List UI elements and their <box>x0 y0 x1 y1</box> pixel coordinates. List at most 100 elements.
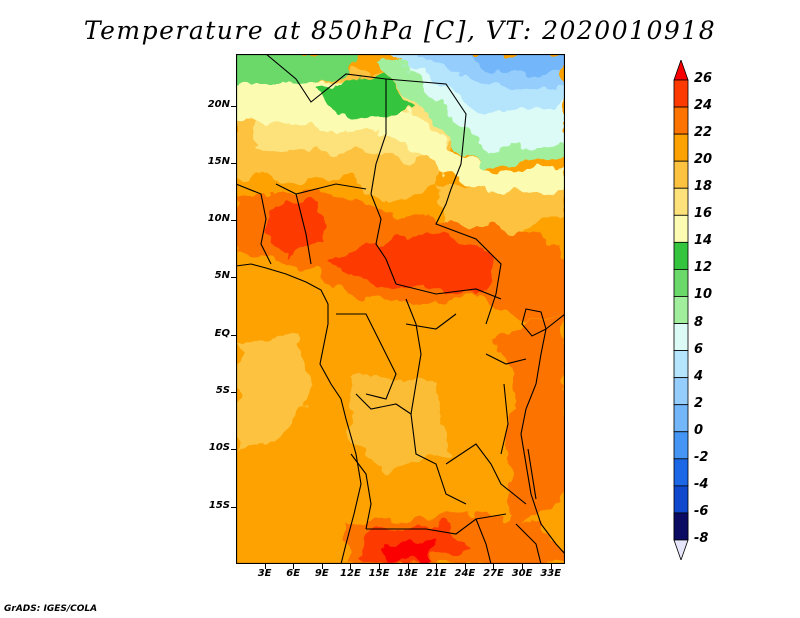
border-10 <box>355 393 412 415</box>
field-10-12 <box>236 54 356 84</box>
lon-tick-label: 3E <box>257 568 272 579</box>
lat-tick-label: EQ <box>214 327 230 339</box>
border-7 <box>336 313 397 400</box>
colorbar-swatch <box>673 404 689 433</box>
colorbar-level-label: 20 <box>694 152 713 168</box>
border-2 <box>435 163 502 325</box>
lat-tick-mark <box>231 105 236 107</box>
border-16 <box>485 353 527 365</box>
lon-tick-label: 12E <box>340 568 361 579</box>
colorbar-level-label: 6 <box>694 341 704 357</box>
colorbar-swatch <box>673 458 689 487</box>
colorbar-level-label: 0 <box>694 422 704 438</box>
lat-tick-mark <box>231 334 236 336</box>
field-26-plus <box>386 540 436 561</box>
border-5 <box>236 183 272 265</box>
lon-tick-mark <box>379 564 381 569</box>
border-4 <box>275 183 367 195</box>
field-14-16 <box>236 79 565 194</box>
lat-tick-label: 10N <box>207 213 230 225</box>
colorbar-level-label: 12 <box>694 260 713 276</box>
colorbar-swatch <box>673 79 689 108</box>
colorbar-swatch <box>673 160 689 189</box>
colorbar-level-label: 14 <box>694 233 713 249</box>
lat-tick-label: 5S <box>215 385 230 397</box>
colorbar-bottom-arrow <box>673 539 689 560</box>
lat-tick-mark <box>231 506 236 508</box>
colorbar-swatch <box>673 323 689 351</box>
colorbar-level-label: 10 <box>694 287 713 303</box>
colorbar-swatch <box>673 106 689 135</box>
lon-tick-label: 33E <box>540 568 562 579</box>
field-24-26-west <box>266 204 326 254</box>
lon-tick-mark <box>321 564 323 569</box>
colorbar-level-label: -4 <box>694 476 709 492</box>
border-14 <box>475 518 492 564</box>
border-11 <box>350 453 372 530</box>
field-24-26-central <box>326 234 496 294</box>
map-title: Temperature at 850hPa [C], VT: 202001091… <box>83 16 717 45</box>
grads-credit: GrADS: IGES/COLA <box>4 604 98 614</box>
colorbar-top-arrow <box>673 60 689 81</box>
border-17 <box>405 313 457 330</box>
lon-tick-mark <box>522 564 524 569</box>
colorbar-level-label: 16 <box>694 206 713 222</box>
lon-tick-label: 18E <box>397 568 419 579</box>
lon-tick-label: 9E <box>314 568 329 579</box>
map-frame <box>236 54 565 564</box>
lat-tick-label: 15S <box>208 499 230 511</box>
border-1 <box>265 54 467 165</box>
lat-tick-label: 5N <box>214 270 230 282</box>
lake-victoria <box>521 308 547 337</box>
lon-tick-label: 24E <box>454 568 476 579</box>
colorbar-level-label: -6 <box>694 503 709 519</box>
lon-tick-mark <box>493 564 495 569</box>
colorbar-swatch <box>673 377 689 406</box>
temperature-map <box>236 54 565 564</box>
colorbar-swatch <box>673 269 689 297</box>
lon-tick-mark <box>293 564 295 569</box>
lake-tanganyika <box>500 383 509 455</box>
lon-tick-label: 15E <box>368 568 390 579</box>
field-12-14 <box>316 74 411 119</box>
field-18-20-sw <box>236 334 316 454</box>
field-18-20-interior <box>346 374 446 474</box>
colorbar-swatch <box>673 187 689 216</box>
border-15 <box>515 523 542 564</box>
colorbar-swatch <box>673 485 689 514</box>
colorbar-level-label: 4 <box>694 368 704 384</box>
coastline-east <box>520 313 565 555</box>
lat-tick-mark <box>231 277 236 279</box>
country-borders <box>236 54 565 564</box>
colorbar-swatch <box>673 214 689 243</box>
field-0-2 <box>471 54 565 74</box>
colorbar-swatch <box>673 241 689 270</box>
border-13 <box>366 513 507 535</box>
map-panel <box>236 54 565 564</box>
border-6 <box>295 193 312 265</box>
colorbar-swatch <box>673 133 689 162</box>
lon-tick-mark <box>436 564 438 569</box>
lake-malawi <box>527 448 537 500</box>
lon-tick-label: 21E <box>425 568 447 579</box>
lat-tick-mark <box>231 392 236 394</box>
lon-tick-mark <box>350 564 352 569</box>
border-3 <box>370 79 397 285</box>
lat-tick-mark <box>231 449 236 451</box>
lon-tick-label: 30E <box>511 568 533 579</box>
colorbar-swatch <box>673 431 689 460</box>
lat-tick-label: 15N <box>207 155 230 167</box>
colorbar <box>673 60 689 560</box>
lon-tick-label: 27E <box>483 568 504 579</box>
lon-tick-label: 6E <box>286 568 301 579</box>
lat-tick-mark <box>231 220 236 222</box>
coastline-west <box>236 263 362 564</box>
lon-tick-mark <box>264 564 266 569</box>
lat-tick-label: 20N <box>207 98 230 110</box>
border-8 <box>395 283 502 300</box>
colorbar-level-label: 26 <box>694 71 713 86</box>
field-22-24-east <box>496 314 565 524</box>
colorbar-level-label: -8 <box>694 531 709 546</box>
colorbar-level-label: 18 <box>694 179 713 195</box>
border-12 <box>445 443 527 505</box>
